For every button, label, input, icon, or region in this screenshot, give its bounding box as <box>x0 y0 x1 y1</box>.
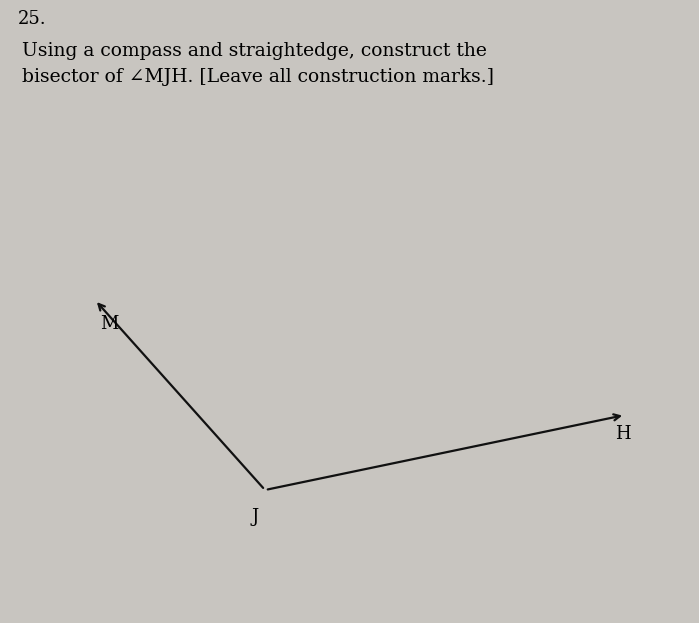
Text: H: H <box>615 425 630 443</box>
Text: Using a compass and straightedge, construct the: Using a compass and straightedge, constr… <box>22 42 487 60</box>
Text: 25.: 25. <box>18 10 47 28</box>
Text: bisector of ∠MJH. [Leave all construction marks.]: bisector of ∠MJH. [Leave all constructio… <box>22 68 494 86</box>
Text: J: J <box>252 508 259 526</box>
Text: M: M <box>100 315 118 333</box>
